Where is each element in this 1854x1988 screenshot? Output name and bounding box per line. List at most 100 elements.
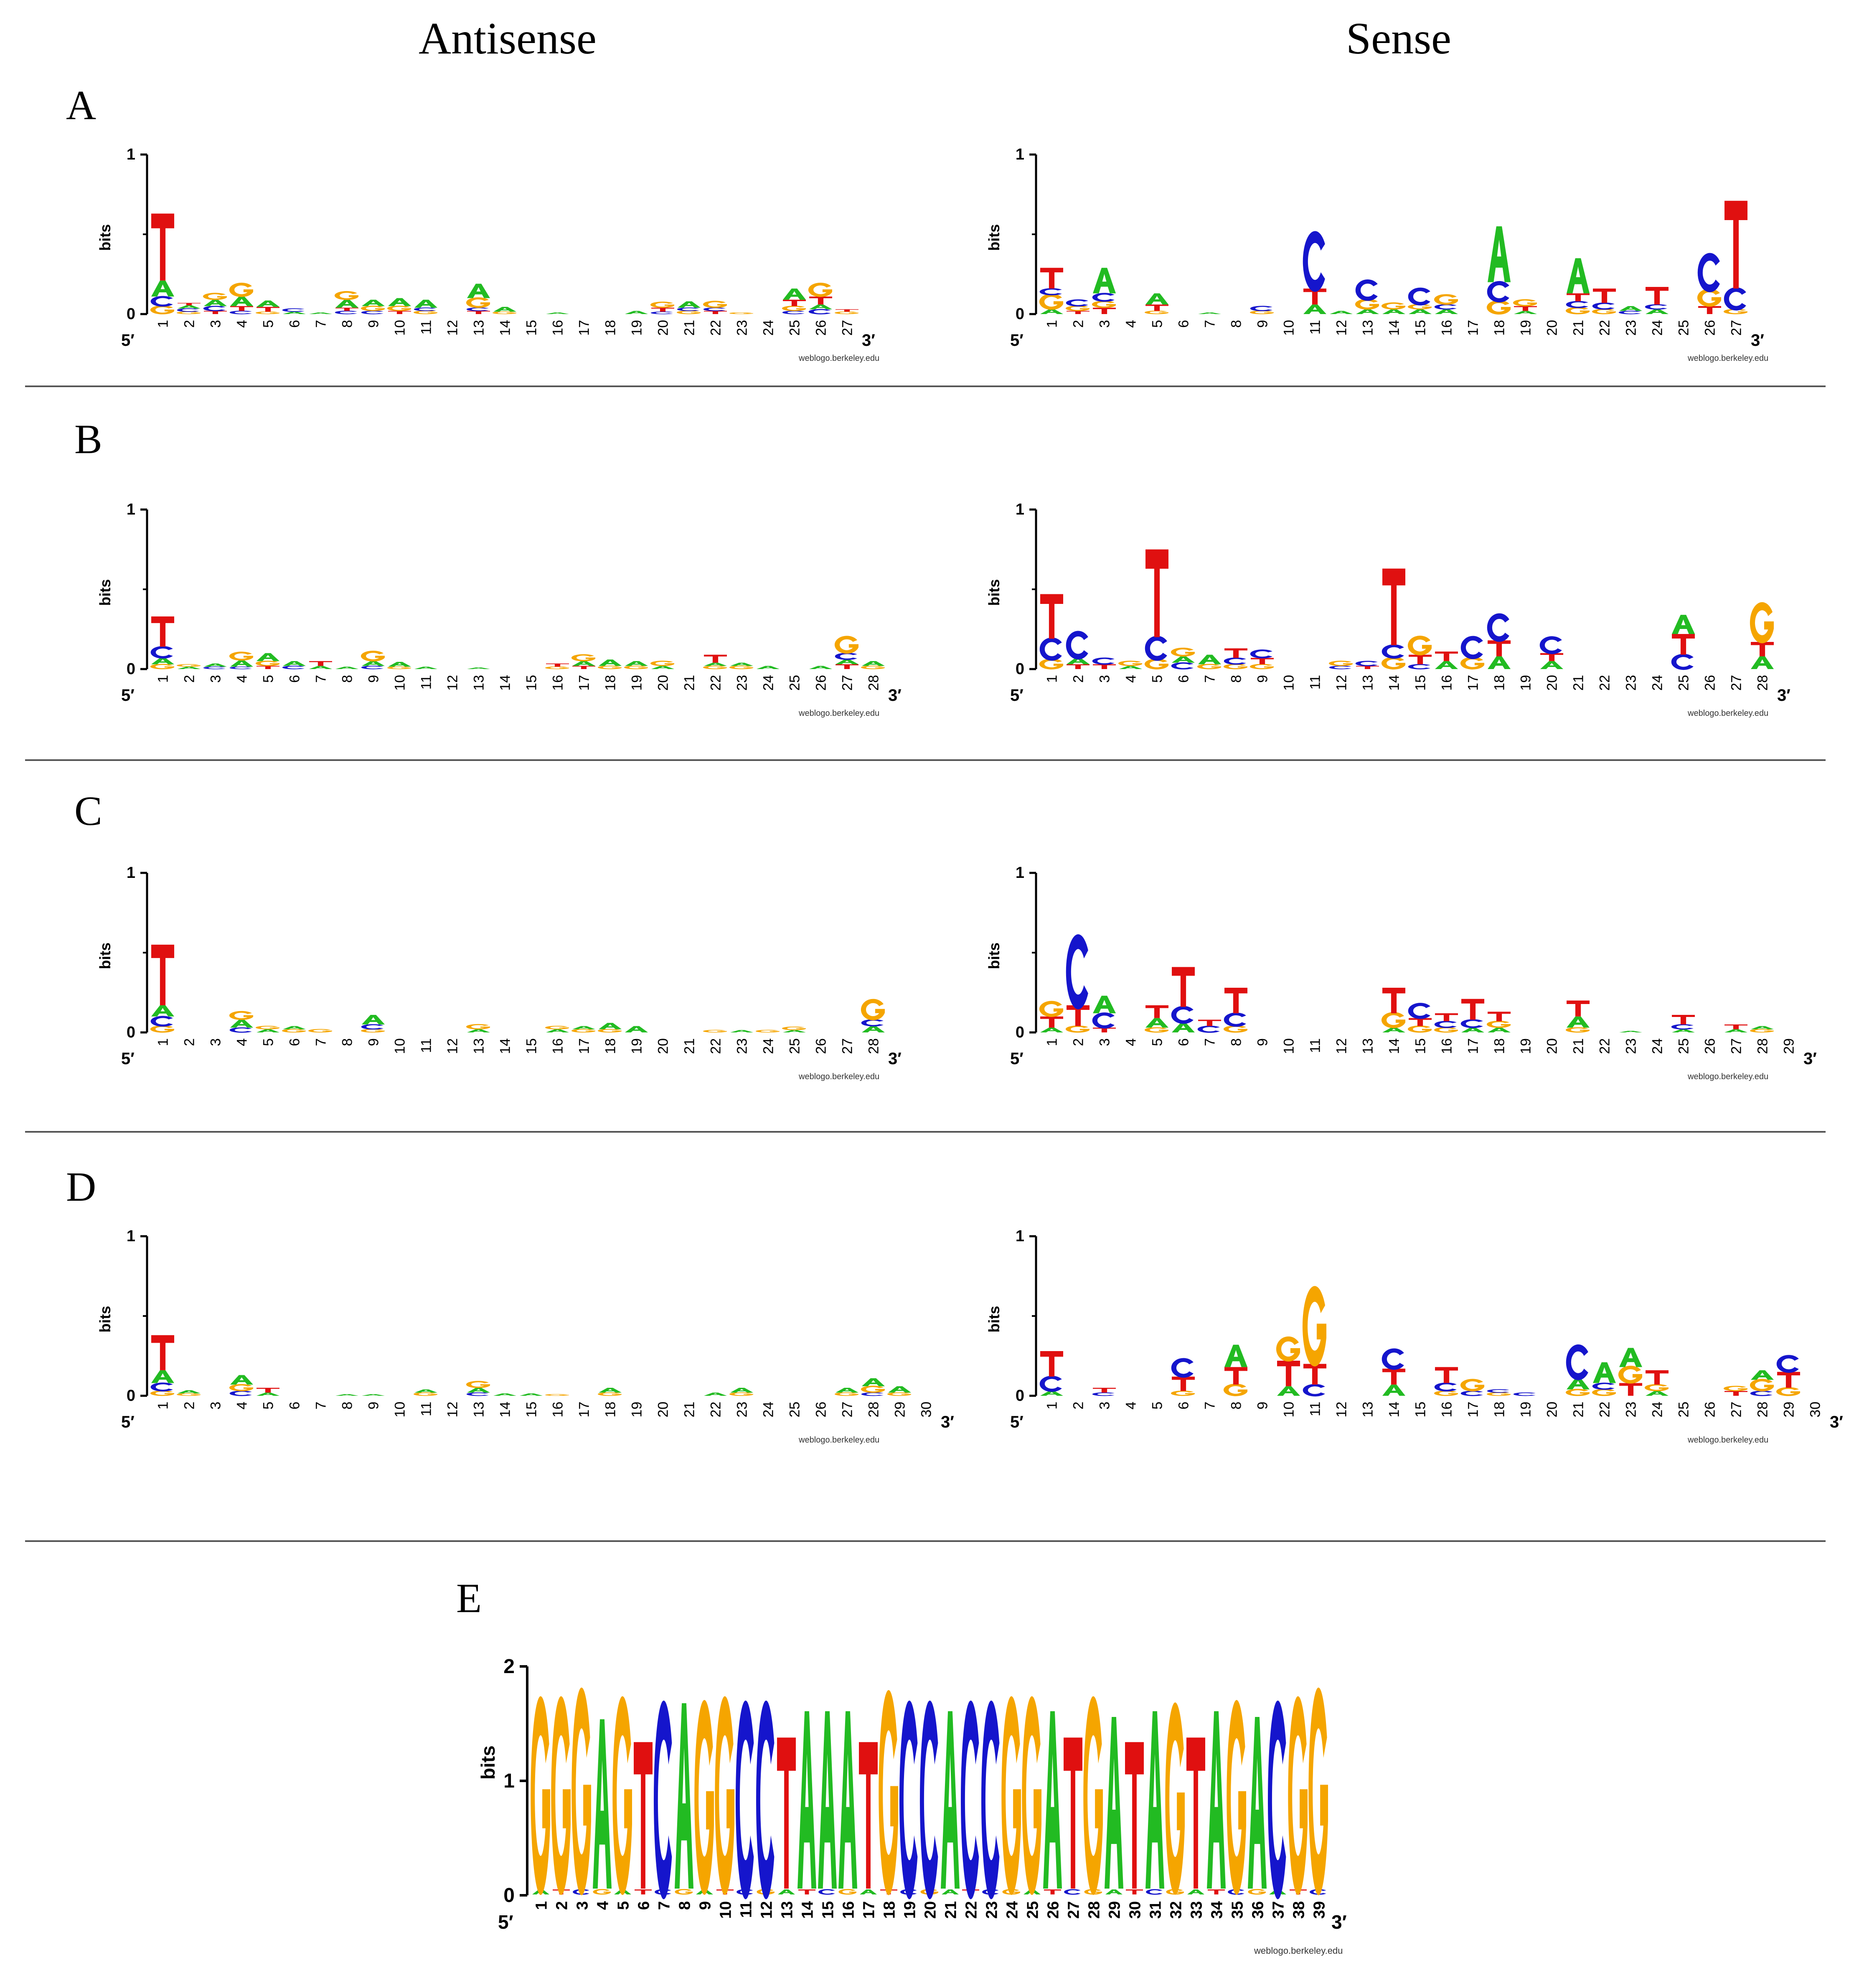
minor-letter — [675, 1889, 693, 1895]
x-tick-label: 7 — [313, 1038, 329, 1046]
letter-C — [919, 1700, 938, 1899]
minor-letter — [1064, 1889, 1081, 1895]
x-tick-label: 5 — [261, 320, 277, 328]
letter-A — [1040, 1027, 1063, 1032]
letter-T — [1751, 642, 1774, 657]
letter-G — [1083, 1696, 1103, 1895]
x-tick-label: 7 — [313, 1402, 329, 1410]
x-tick-label: 7 — [313, 675, 329, 683]
letter-G — [1145, 1027, 1169, 1033]
x-tick-label: 30 — [1808, 1402, 1824, 1417]
x-tick-label: 10 — [1281, 675, 1297, 691]
letter-C — [1303, 1384, 1325, 1397]
x-tick-label: 2 — [1071, 320, 1087, 328]
letter-A — [230, 660, 253, 667]
letter-A — [335, 667, 358, 669]
x-tick-label: 17 — [1465, 1038, 1481, 1054]
letter-C — [1171, 662, 1194, 669]
x-tick-label: 17 — [1465, 320, 1481, 336]
x-tick-label: 2 — [1071, 1402, 1087, 1410]
x-tick-label: 15 — [1413, 675, 1429, 691]
letter-G — [1039, 1001, 1064, 1017]
letter-A — [1145, 1018, 1168, 1028]
letter-C — [653, 1700, 672, 1899]
x-tick-label: 5 — [261, 1038, 277, 1046]
letter-C — [177, 308, 199, 312]
letter-G — [1223, 1384, 1248, 1396]
letter-C — [677, 307, 699, 311]
letter-A — [283, 1026, 306, 1030]
x-tick-label: 4 — [234, 675, 250, 683]
letter-A — [1435, 309, 1458, 314]
weblogo-credit: weblogo.berkeley.edu — [1254, 1945, 1343, 1956]
y-axis-label: bits — [985, 579, 1003, 606]
x-tick-label: 9 — [1255, 320, 1271, 328]
letter-A — [230, 296, 253, 306]
x-tick-label: 5 — [1150, 675, 1166, 683]
y-tick-label: 0 — [127, 1024, 135, 1041]
letter-T — [1040, 1351, 1063, 1377]
letter-A — [151, 1370, 174, 1383]
y-tick-label: 1 — [1016, 146, 1024, 163]
x-tick-label: 23 — [734, 320, 750, 336]
x-tick-label: 4 — [1123, 675, 1139, 683]
x-tick-label: 2 — [554, 1901, 571, 1910]
letter-A — [888, 1386, 911, 1393]
letter-G — [703, 301, 727, 308]
x-tick-label: 3 — [1097, 320, 1113, 328]
x-tick-label: 21 — [942, 1901, 960, 1919]
letter-T — [1186, 1737, 1205, 1889]
letter-A — [1619, 306, 1642, 311]
letter-G — [1165, 1702, 1185, 1895]
letter-G — [1001, 1696, 1021, 1895]
x-tick-label: 37 — [1270, 1901, 1288, 1919]
letter-C — [1250, 306, 1272, 312]
end-3-label: 3′ — [1830, 1413, 1843, 1431]
x-tick-label: 11 — [419, 1402, 434, 1416]
letter-C — [229, 1390, 252, 1396]
x-tick-label: 16 — [1439, 320, 1455, 336]
minor-letter — [818, 1889, 835, 1895]
letter-A — [862, 661, 885, 666]
letter-C — [1145, 636, 1167, 661]
letter-T — [1435, 651, 1458, 661]
y-tick-label: 1 — [127, 501, 135, 518]
x-tick-label: 19 — [629, 320, 645, 336]
letter-C — [1697, 253, 1720, 292]
letter-T — [1093, 664, 1116, 669]
letter-C — [1434, 1382, 1457, 1392]
letter-T — [1435, 1367, 1458, 1383]
x-tick-label: 6 — [1176, 320, 1192, 328]
x-tick-label: 20 — [655, 675, 671, 691]
x-tick-label: 36 — [1250, 1901, 1267, 1919]
letter-G — [176, 1393, 201, 1396]
letter-G — [1750, 1379, 1774, 1392]
x-tick-label: 11 — [419, 675, 434, 690]
x-tick-label: 13 — [1360, 1402, 1376, 1417]
y-axis-label: bits — [985, 1306, 1003, 1333]
x-tick-label: 10 — [1281, 1402, 1297, 1417]
letter-A — [178, 667, 201, 669]
end-5-label: 5′ — [121, 686, 135, 705]
minor-letter — [614, 1889, 631, 1894]
letter-A — [1540, 661, 1563, 669]
x-tick-label: 1 — [155, 320, 171, 328]
x-tick-label: 9 — [697, 1901, 714, 1910]
x-tick-label: 26 — [813, 1402, 829, 1417]
x-tick-label: 13 — [471, 320, 487, 336]
x-tick-label: 15 — [820, 1901, 837, 1919]
letter-A — [546, 1029, 569, 1032]
letter-A — [1382, 1027, 1405, 1032]
letter-G — [466, 1024, 490, 1030]
end-5-label: 5′ — [121, 1050, 135, 1068]
letter-G — [387, 305, 411, 311]
letter-A — [1198, 312, 1221, 314]
x-tick-label: 4 — [234, 1402, 250, 1410]
letter-C — [1566, 301, 1588, 308]
letter-A — [862, 1378, 885, 1387]
end-5-label: 5′ — [121, 331, 135, 350]
x-tick-label: 21 — [682, 1402, 698, 1417]
letter-G — [229, 282, 254, 297]
x-tick-label: 1 — [155, 675, 171, 683]
